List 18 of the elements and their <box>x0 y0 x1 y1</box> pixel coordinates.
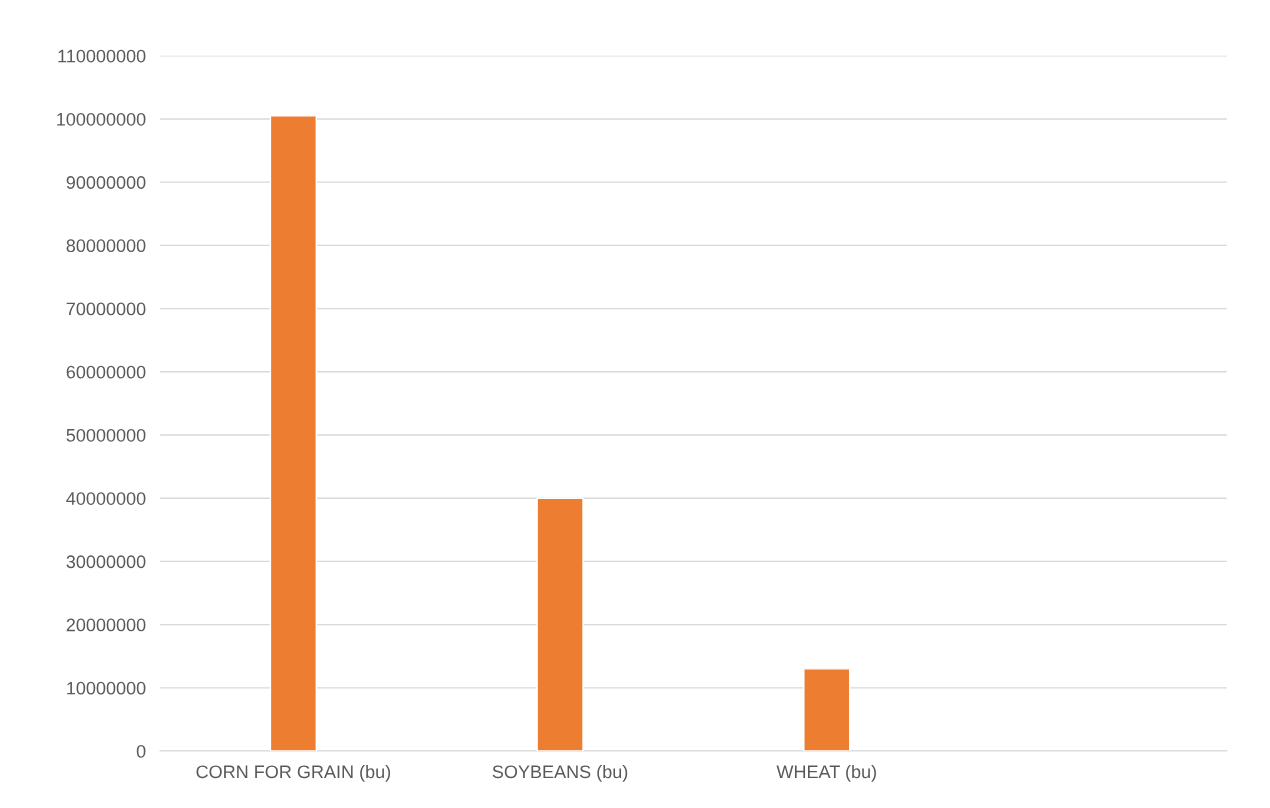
y-tick-label: 110000000 <box>58 49 146 63</box>
bar <box>536 497 584 752</box>
y-tick-label: 50000000 <box>66 428 146 442</box>
y-tick-label: 80000000 <box>66 239 146 253</box>
y-tick-label: 30000000 <box>66 555 146 569</box>
y-tick-label: 100000000 <box>57 112 146 126</box>
y-tick-label: 70000000 <box>66 302 146 316</box>
y-tick-label: 60000000 <box>66 365 146 379</box>
y-tick-label: 90000000 <box>66 176 146 189</box>
y-tick-label: 20000000 <box>66 618 146 632</box>
y-tick-label: 40000000 <box>66 492 146 505</box>
x-tick-label: SOYBEANS (bu) <box>492 764 628 782</box>
y-tick-label: 10000000 <box>67 681 146 695</box>
bar <box>803 668 851 752</box>
x-tick-label: WHEAT (bu) <box>776 764 876 782</box>
bar <box>269 115 318 752</box>
x-tick-label: CORN FOR GRAIN (bu) <box>196 764 391 782</box>
y-tick-label: 0 <box>136 744 146 758</box>
